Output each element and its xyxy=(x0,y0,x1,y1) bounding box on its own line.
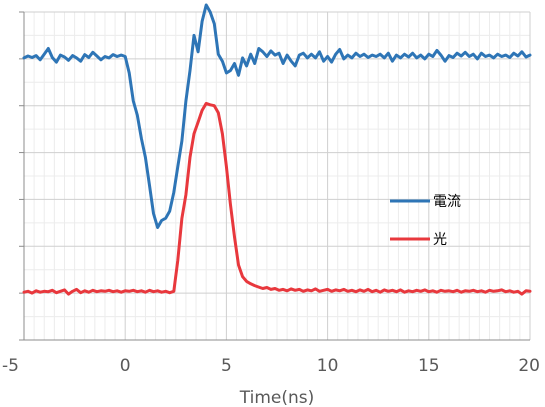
axes xyxy=(19,11,530,341)
x-tick-label: 0 xyxy=(120,356,131,376)
x-tick-label: 20 xyxy=(518,356,540,376)
legend-label-0: 電流 xyxy=(433,194,461,210)
x-axis-title: Time(ns) xyxy=(239,388,315,407)
series-line-1 xyxy=(22,101,532,296)
x-tick-label: 10 xyxy=(317,356,339,376)
x-tick-label: -5 xyxy=(2,356,19,376)
legend: 電流光 xyxy=(390,194,461,248)
legend-label-1: 光 xyxy=(433,232,447,248)
x-tick-labels: -5 0 5 10 15 20 xyxy=(2,356,540,376)
series-line-0 xyxy=(22,3,532,229)
x-tick-label: 5 xyxy=(221,356,232,376)
series-lines xyxy=(22,3,532,296)
x-tick-label: 15 xyxy=(418,356,440,376)
